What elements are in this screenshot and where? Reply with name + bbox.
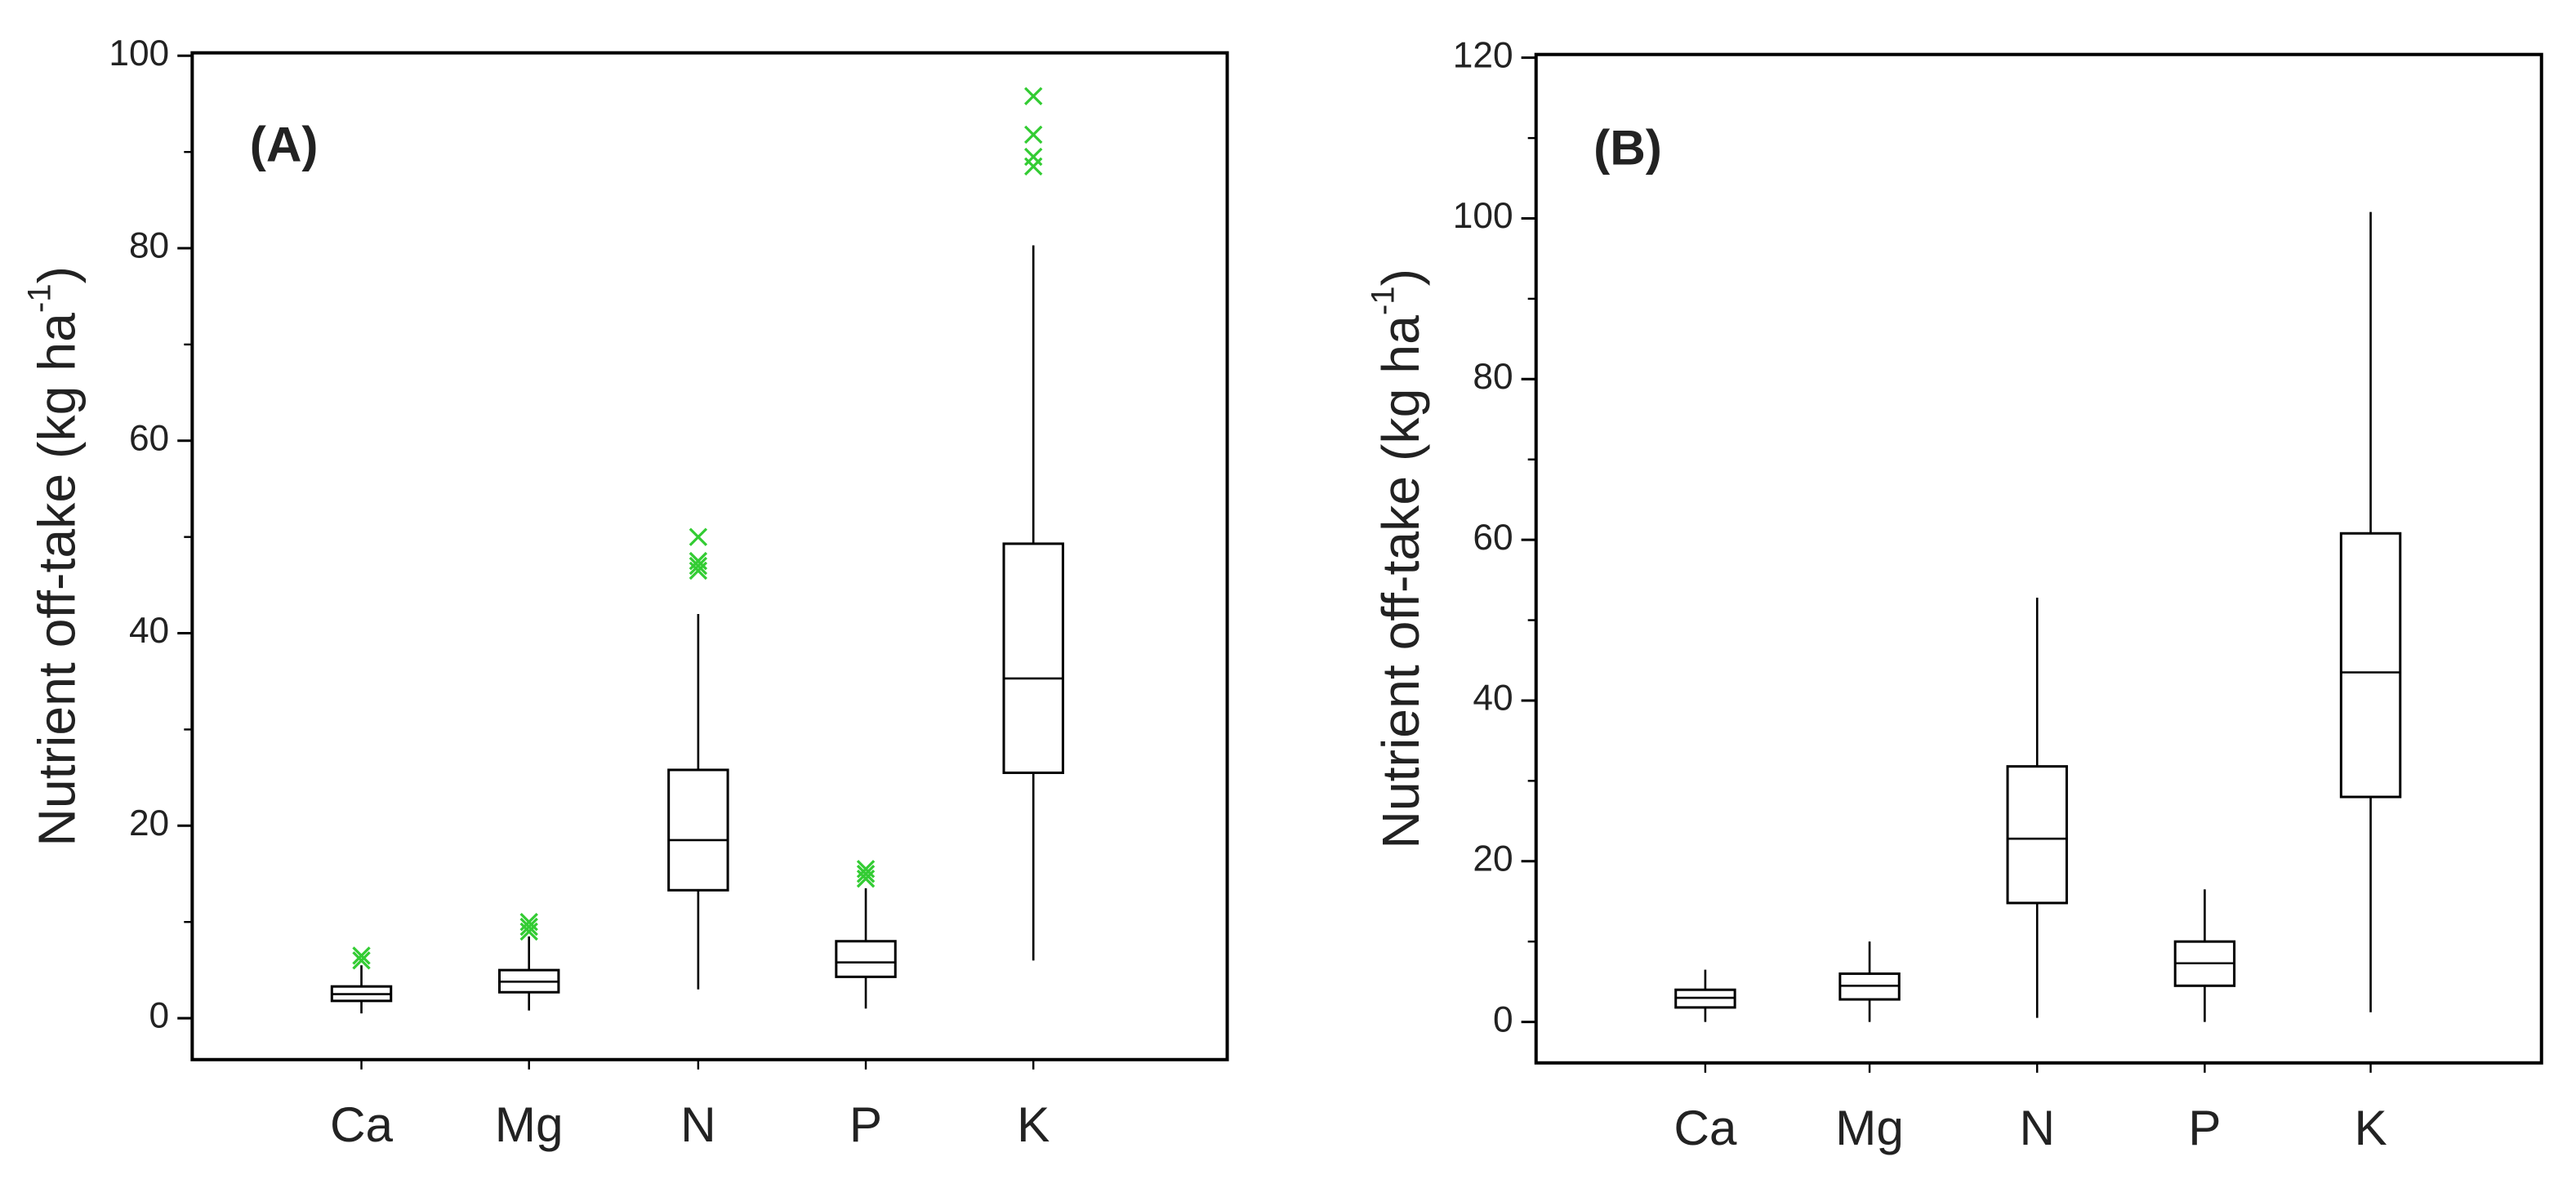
x-tick-label: Ca: [1674, 1100, 1737, 1155]
y-axis-label-suffix: ): [1371, 269, 1430, 286]
outlier: [1024, 157, 1043, 176]
y-axis-label-suffix: ): [27, 266, 86, 283]
plot-frame: [1534, 52, 2543, 1065]
outlier: [689, 527, 708, 546]
y-tick-label: 80: [129, 226, 169, 266]
y-tick-label: 120: [1453, 35, 1513, 75]
x-tick-label: Ca: [330, 1097, 394, 1152]
outlier: [519, 917, 538, 937]
y-tick-label: 0: [1493, 999, 1513, 1039]
outlier: [689, 551, 708, 571]
outlier: [1024, 87, 1043, 105]
x-tick-label: N: [2019, 1100, 2055, 1155]
box: [2339, 532, 2402, 799]
y-tick-label: 0: [149, 996, 170, 1036]
y-tick-label: 60: [1473, 518, 1513, 558]
box: [1002, 542, 1064, 774]
outlier: [352, 951, 371, 970]
y-axis-label-superscript: -1: [20, 283, 57, 313]
x-tick-label: Mg: [1835, 1100, 1904, 1155]
y-tick-label: 20: [129, 803, 169, 843]
y-tick-label: 20: [1473, 839, 1513, 879]
outlier: [1024, 147, 1043, 167]
plot-frame: [190, 51, 1229, 1061]
x-tick-label: P: [2188, 1100, 2221, 1155]
x-tick-label: Mg: [495, 1097, 564, 1152]
outlier: [689, 556, 708, 576]
x-tick-label: K: [1017, 1097, 1050, 1152]
y-tick-label: 60: [129, 418, 169, 458]
x-tick-label: K: [2354, 1100, 2387, 1155]
y-tick-label: 100: [109, 33, 169, 73]
y-axis-label-main: Nutrient off-take (kg ha: [27, 313, 86, 847]
panel-label: (B): [1593, 119, 1662, 175]
box: [667, 768, 729, 892]
y-axis-label-main: Nutrient off-take (kg ha: [1371, 315, 1430, 849]
outlier: [856, 860, 876, 879]
y-tick-label: 40: [1473, 679, 1513, 719]
y-tick-label: 80: [1473, 357, 1513, 397]
y-axis-label: Nutrient off-take (kg ha-1): [1364, 269, 1430, 849]
panel-label: (A): [250, 116, 319, 171]
outlier: [856, 865, 876, 883]
box: [2006, 765, 2068, 905]
y-axis-label: Nutrient off-take (kg ha-1): [20, 266, 87, 847]
box: [835, 940, 897, 978]
outlier: [519, 912, 538, 932]
y-tick-label: 40: [129, 611, 169, 651]
x-tick-label: P: [849, 1097, 882, 1152]
outlier: [352, 946, 371, 965]
x-tick-label: N: [680, 1097, 716, 1152]
outlier: [1024, 125, 1043, 145]
y-axis-label-superscript: -1: [1364, 286, 1401, 315]
y-tick-label: 100: [1453, 196, 1513, 236]
